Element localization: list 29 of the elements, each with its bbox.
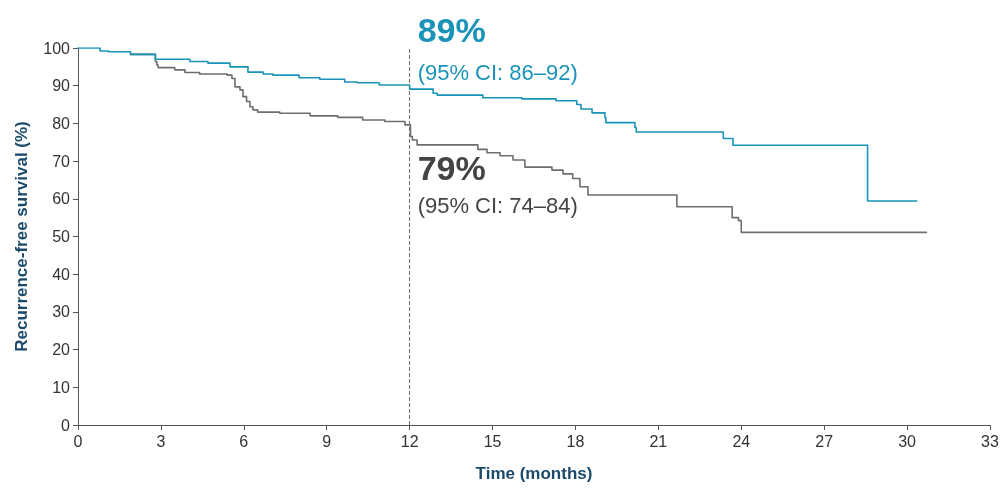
- annotation: (95% CI: 86–92): [417, 59, 578, 85]
- x-tick-label: 0: [73, 432, 83, 450]
- x-tick-label: 27: [815, 432, 834, 450]
- y-tick-label: 80: [52, 114, 71, 132]
- y-tick-label: 90: [52, 77, 71, 95]
- x-tick-label: 33: [981, 432, 999, 450]
- y-tick-label: 100: [43, 39, 71, 57]
- x-tick-label: 24: [732, 432, 751, 450]
- x-tick-label: 15: [483, 432, 502, 450]
- y-tick-label: 30: [52, 303, 71, 321]
- y-tick-label: 0: [61, 416, 71, 434]
- x-tick-label: 3: [156, 432, 166, 450]
- x-tick-label: 12: [400, 432, 419, 450]
- x-tick-label: 6: [239, 432, 249, 450]
- y-tick-label: 10: [52, 378, 71, 396]
- x-tick-label: 21: [649, 432, 668, 450]
- annotation: 79%: [417, 148, 486, 187]
- x-tick-label: 30: [898, 432, 917, 450]
- x-axis-title: Time (months): [475, 464, 593, 483]
- y-tick-label: 70: [52, 152, 71, 170]
- annotation: 89%: [417, 11, 486, 50]
- y-tick-label: 50: [52, 228, 71, 245]
- y-tick-label: 40: [52, 265, 71, 283]
- y-axis-title: Recurrence-free survival (%): [12, 121, 31, 352]
- x-tick-label: 9: [322, 432, 332, 450]
- y-tick-label: 60: [52, 190, 71, 208]
- y-tick-label: 20: [52, 341, 71, 359]
- annotation: (95% CI: 74–84): [417, 193, 578, 219]
- x-tick-label: 18: [566, 432, 585, 450]
